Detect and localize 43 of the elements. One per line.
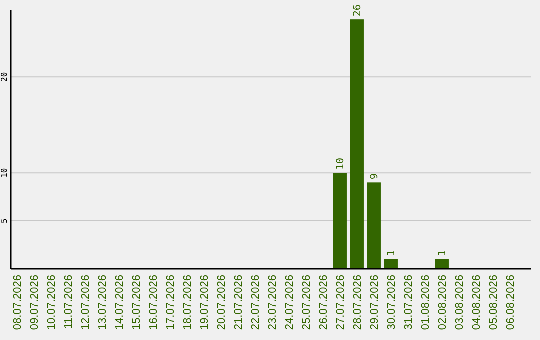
x-tick-label: 19.07.2026 xyxy=(199,275,211,330)
x-tick-label: 15.07.2026 xyxy=(131,275,143,330)
x-tick-label: 29.07.2026 xyxy=(369,275,381,330)
x-tick-label: 21.07.2026 xyxy=(233,275,245,330)
x-tick-label: 12.07.2026 xyxy=(80,275,92,330)
bar xyxy=(384,259,398,269)
x-tick-label: 22.07.2026 xyxy=(250,275,262,330)
x-tick-label: 01.08.2026 xyxy=(420,275,432,330)
x-tick-label: 26.07.2026 xyxy=(318,275,330,330)
x-tick-label: 13.07.2026 xyxy=(97,275,109,330)
data-label: 1 xyxy=(386,250,398,256)
x-tick-label: 25.07.2026 xyxy=(301,275,313,330)
x-tick-label: 30.07.2026 xyxy=(386,275,398,330)
data-label: 10 xyxy=(336,158,346,170)
x-tick-label: 28.07.2026 xyxy=(352,275,364,330)
x-tick-label: 06.08.2026 xyxy=(505,275,517,330)
x-tick-label: 09.07.2026 xyxy=(29,275,41,330)
x-tick-label: 11.07.2026 xyxy=(63,275,75,330)
x-tick-label: 03.08.2026 xyxy=(454,275,466,330)
x-tick-label: 04.08.2026 xyxy=(471,275,483,330)
x-tick-label: 14.07.2026 xyxy=(114,275,126,330)
x-tick-label: 10.07.2026 xyxy=(46,275,58,330)
x-tick-label: 23.07.2026 xyxy=(267,275,279,330)
bar xyxy=(350,20,364,269)
x-tick-label: 24.07.2026 xyxy=(284,275,296,330)
x-tick-label: 08.07.2026 xyxy=(12,275,24,330)
y-tick-label: 10 xyxy=(0,168,9,178)
data-label: 1 xyxy=(438,250,448,256)
x-tick-label: 18.07.2026 xyxy=(182,275,194,330)
x-tick-label: 16.07.2026 xyxy=(148,275,160,330)
data-label: 26 xyxy=(352,4,364,17)
data-label: 9 xyxy=(370,174,380,180)
bar xyxy=(435,259,449,269)
y-tick-label: 5 xyxy=(0,218,9,224)
x-tick-label: 20.07.2026 xyxy=(216,275,228,330)
x-tick-label: 05.08.2026 xyxy=(488,275,500,330)
y-tick-label: 20 xyxy=(0,72,9,82)
x-tick-label: 02.08.2026 xyxy=(437,275,449,330)
x-tick-label: 31.07.2026 xyxy=(403,275,415,330)
x-tick-label: 17.07.2026 xyxy=(165,275,177,330)
x-tick-label: 27.07.2026 xyxy=(335,275,347,330)
bar xyxy=(333,173,347,269)
bar xyxy=(367,182,381,269)
